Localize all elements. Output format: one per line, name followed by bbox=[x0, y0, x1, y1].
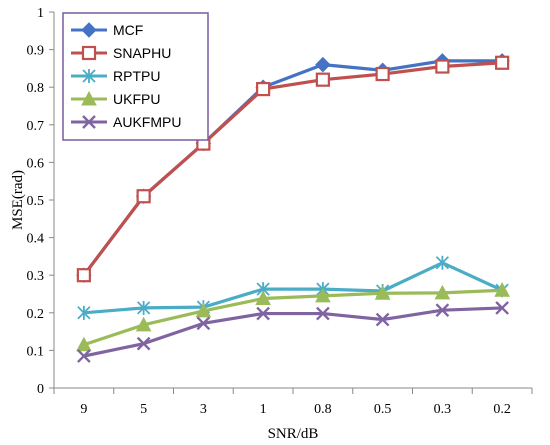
data-point-aukfmpu bbox=[136, 336, 151, 351]
series-line-snaphu bbox=[82, 61, 503, 277]
x-tick-label: 0.8 bbox=[314, 402, 332, 417]
y-tick-label: 0.2 bbox=[27, 307, 45, 322]
legend-label: MCF bbox=[113, 22, 143, 38]
marker-stroke bbox=[82, 115, 96, 129]
y-tick-label: 0.9 bbox=[27, 44, 45, 59]
data-point-ukfpu bbox=[255, 290, 271, 306]
data-point-aukfmpu bbox=[196, 316, 211, 331]
x-tick-label: 0.3 bbox=[434, 402, 452, 417]
data-point-rptpu bbox=[435, 255, 450, 270]
legend-item-aukfmpu: AUKFMPU bbox=[71, 114, 181, 130]
data-point-ukfpu bbox=[374, 285, 391, 300]
data-point-aukfmpu bbox=[316, 306, 330, 321]
legend-swatch-marker bbox=[81, 90, 97, 106]
x-tick-label: 5 bbox=[140, 402, 147, 417]
data-point-snaphu bbox=[435, 59, 450, 74]
series-snaphu bbox=[76, 55, 510, 283]
legend-swatch-marker bbox=[81, 22, 97, 38]
legend-swatch-marker bbox=[82, 69, 96, 83]
legend-label: AUKFMPU bbox=[113, 114, 181, 130]
data-point-aukfmpu bbox=[435, 303, 450, 318]
data-point-snaphu bbox=[136, 189, 151, 204]
series-line-rptpu bbox=[83, 261, 503, 315]
data-point-rptpu bbox=[136, 300, 151, 315]
y-axis-label: MSE(rad) bbox=[10, 170, 26, 230]
series-aukfmpu bbox=[77, 301, 509, 363]
y-tick-label: 0.4 bbox=[27, 232, 45, 247]
legend-swatch-marker bbox=[82, 115, 96, 129]
legend-item-ukfpu: UKFPU bbox=[71, 90, 160, 107]
data-point-ukfpu bbox=[494, 282, 510, 297]
series-line-aukfmpu bbox=[83, 306, 503, 358]
data-point-ukfpu bbox=[195, 302, 212, 318]
data-point-aukfmpu bbox=[375, 312, 390, 327]
marker-stroke bbox=[316, 306, 330, 321]
marker-stroke bbox=[136, 336, 151, 351]
marker-stroke bbox=[196, 316, 211, 331]
x-axis-label: SNR/dB bbox=[268, 426, 319, 442]
data-point-ukfpu bbox=[434, 284, 451, 300]
data-point-snaphu bbox=[495, 55, 510, 70]
data-point-aukfmpu bbox=[77, 349, 91, 363]
data-point-snaphu bbox=[315, 72, 330, 87]
y-tick-label: 0.3 bbox=[27, 269, 45, 284]
marker-stroke bbox=[495, 301, 509, 315]
data-point-rptpu bbox=[77, 305, 91, 320]
data-point-snaphu bbox=[256, 81, 271, 97]
legend-label: SNAPHU bbox=[113, 45, 171, 61]
series-ukfpu bbox=[76, 282, 510, 352]
legend: MCF SNAPHU RPTPU UKFPU AUKFMPU bbox=[62, 12, 209, 141]
axes: 0 0.1 0.2 0.3 0.4 0.5 0.6 0.7 0.8 0.9 1 9 5 3 1 0.8 0.5 0… bbox=[27, 6, 533, 417]
series-line-ukfpu bbox=[83, 288, 503, 347]
data-point-aukfmpu bbox=[495, 301, 509, 315]
data-point-ukfpu bbox=[135, 316, 152, 332]
legend-label: RPTPU bbox=[113, 68, 160, 84]
y-tick-label: 0.5 bbox=[27, 194, 45, 209]
legend-swatch-marker bbox=[81, 45, 97, 61]
y-tick-label: 1 bbox=[37, 6, 44, 21]
legend-item-rptpu: RPTPU bbox=[71, 68, 160, 84]
data-point-snaphu bbox=[375, 66, 390, 82]
legend-item-snaphu: SNAPHU bbox=[71, 45, 171, 61]
y-tick-label: 0.6 bbox=[27, 156, 45, 171]
x-tick-label: 0.2 bbox=[493, 402, 511, 417]
legend-label: UKFPU bbox=[113, 91, 160, 107]
y-tick-label: 0.8 bbox=[27, 81, 45, 96]
series-layer bbox=[76, 53, 510, 363]
data-point-snaphu bbox=[76, 268, 91, 283]
x-tick-label: 9 bbox=[80, 402, 87, 417]
marker-stroke bbox=[375, 312, 390, 327]
data-point-ukfpu bbox=[315, 287, 331, 303]
y-tick-label: 0 bbox=[37, 382, 44, 397]
data-point-ukfpu bbox=[76, 336, 92, 352]
marker-stroke bbox=[435, 303, 450, 318]
x-tick-label: 3 bbox=[200, 402, 207, 417]
marker-stroke bbox=[256, 306, 270, 321]
x-tick-label: 1 bbox=[260, 402, 267, 417]
legend-item-mcf: MCF bbox=[71, 22, 143, 38]
marker-stroke bbox=[77, 349, 91, 363]
data-point-aukfmpu bbox=[256, 306, 270, 321]
y-tick-label: 0.1 bbox=[27, 344, 45, 359]
x-tick-label: 0.5 bbox=[374, 402, 392, 417]
y-tick-label: 0.7 bbox=[27, 119, 45, 134]
data-point-mcf bbox=[315, 56, 331, 73]
